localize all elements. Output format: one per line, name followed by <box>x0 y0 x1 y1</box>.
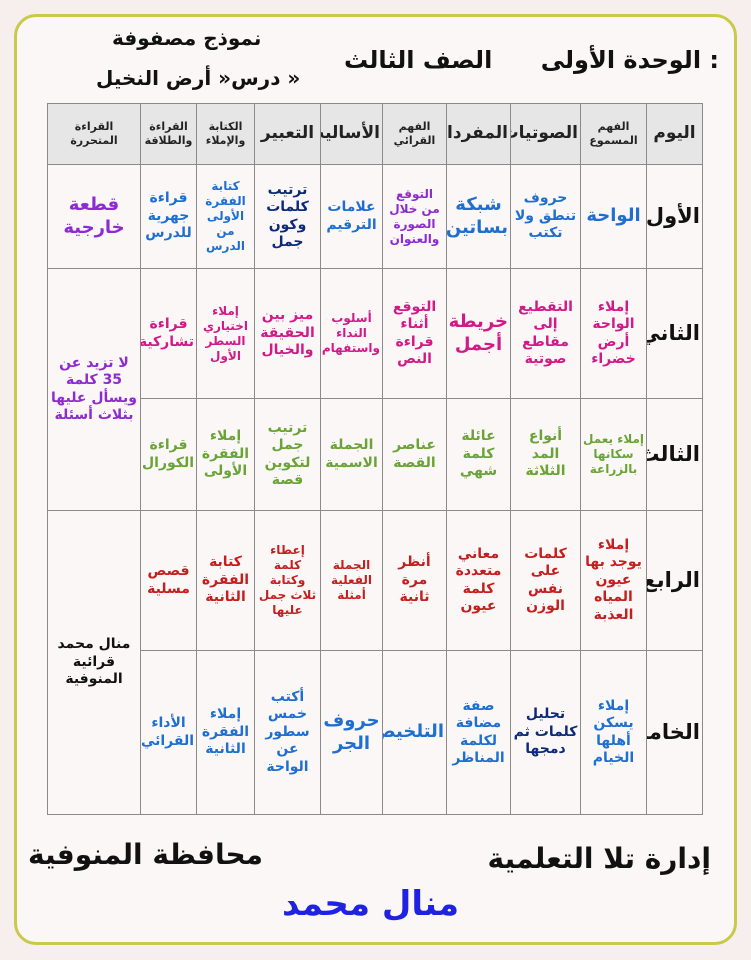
table-cell: أنواع المد الثلاثة <box>510 398 581 511</box>
table-cell: الواحة <box>580 164 647 269</box>
column-header-fluency: القراءة والطلاقة <box>140 103 197 165</box>
table-cell: ترتيب كلمات وكون جمل <box>254 164 321 269</box>
table-cell: أسلوب النداء واستفهام <box>320 268 383 399</box>
table-cell: الجملة الاسمية <box>320 398 383 511</box>
table-cell: التوقع أثناء قراءة النص <box>382 268 447 399</box>
table-cell: حروف الجر <box>320 650 383 815</box>
table-cell: عائلة كلمة شهي <box>446 398 511 511</box>
table-cell: كتابة الفقرة الثانية <box>196 510 255 651</box>
column-header-expression: التعبير <box>254 103 321 165</box>
column-header-vocabulary: المفردات <box>446 103 511 165</box>
watermark-cell: منال محمد قرائية المنوفية <box>47 510 141 815</box>
column-header-writing: الكتابة والإملاء <box>196 103 255 165</box>
table-cell: عناصر القصة <box>382 398 447 511</box>
table-row: الثالث إملاء يعمل سكانها بالزراعة أنواع … <box>48 398 703 511</box>
table-cell: شبكة بساتين <box>446 164 511 269</box>
column-header-free-reading: القراءة المتحررة <box>47 103 141 165</box>
table-row: الثاني إملاء الواحة أرض خضراء التقطيع إل… <box>47 268 703 511</box>
table-cell: التقطيع إلى مقاطع صوتية <box>510 268 581 399</box>
table-row: الأول الواحة حروف تنطق ولا تكتب شبكة بسا… <box>47 164 703 269</box>
table-cell: قراءة جهرية للدرس <box>140 164 197 269</box>
table-cell: ترتيب جمل لتكوين قصة <box>254 398 321 511</box>
day-cell: الثاني <box>646 268 703 399</box>
table-cell: إملاء يعمل سكانها بالزراعة <box>580 398 647 511</box>
table-cell: ميز بين الحقيقة والخيال <box>254 268 321 399</box>
table-cell: قصص مسلية <box>140 510 197 651</box>
table-cell: معاني متعددة كلمة عيون <box>446 510 511 651</box>
table-cell: تحليل كلمات ثم دمجها <box>510 650 581 815</box>
day-cell: الخامس <box>646 650 703 815</box>
table-cell: إملاء الفقرة الثانية <box>196 650 255 815</box>
table-cell: كلمات على نفس الوزن <box>510 510 581 651</box>
table-header-row: اليوم الفهم المسموع الصوتيات المفردات ال… <box>47 103 703 165</box>
governorate-name: محافظة المنوفية <box>28 838 263 871</box>
table-cell: قراءة الكورال <box>140 398 197 511</box>
day-cell: الثالث <box>646 398 703 511</box>
administration-name: إدارة تلا التعلمية <box>487 842 711 875</box>
unit-title: الوحدة الأولى : <box>540 46 719 74</box>
table-cell: كتابة الفقرة الأولى من الدرس <box>196 164 255 269</box>
table-cell: قطعة خارجية <box>47 164 141 269</box>
column-header-styles: الأساليب <box>320 103 383 165</box>
table-cell: إملاء يوجد بها عيون المياه العذبة <box>580 510 647 651</box>
day-cell: الرابع <box>646 510 703 651</box>
column-header-phonics: الصوتيات <box>510 103 581 165</box>
column-header-listening: الفهم المسموع <box>580 103 647 165</box>
model-title: نموذج مصفوفة <box>112 26 262 50</box>
table-cell: خريطة أجمل <box>446 268 511 399</box>
lesson-title: درس« أرض النخيل » <box>96 66 301 90</box>
table-cell: إملاء الواحة أرض خضراء <box>580 268 647 399</box>
table-cell: إملاء اختياري السطر الأول <box>196 268 255 399</box>
table-cell: حروف تنطق ولا تكتب <box>510 164 581 269</box>
table-row: الرابع إملاء يوجد بها عيون المياه العذبة… <box>47 510 703 815</box>
table-cell: لا تزيد عن 35 كلمة ويسأل عليها بثلاث أسئ… <box>47 268 141 511</box>
column-header-day: اليوم <box>646 103 703 165</box>
table-cell: أكتب خمس سطور عن الواحة <box>254 650 321 815</box>
table-cell: التلخيص <box>382 650 447 815</box>
lesson-matrix-table: اليوم الفهم المسموع الصوتيات المفردات ال… <box>47 103 703 815</box>
table-cell: صفة مضافة لكلمة المناظر <box>446 650 511 815</box>
table-cell: التوقع من خلال الصورة والعنوان <box>382 164 447 269</box>
table-cell: إملاء يسكن أهلها الخيام <box>580 650 647 815</box>
table-cell: الجملة الفعلية أمثلة <box>320 510 383 651</box>
author-name: منال محمد <box>282 884 460 924</box>
grade-title: الصف الثالث <box>344 46 493 74</box>
table-cell: إعطاء كلمة وكتابة ثلاث جمل عليها <box>254 510 321 651</box>
table-cell: علامات الترقيم <box>320 164 383 269</box>
table-cell: قراءة تشاركية <box>140 268 197 399</box>
table-cell: الأداء القرائي <box>140 650 197 815</box>
column-header-reading-comprehension: الفهم القرائي <box>382 103 447 165</box>
day-cell: الأول <box>646 164 703 269</box>
table-cell: أنظر مرة ثانية <box>382 510 447 651</box>
table-row: الخامس إملاء يسكن أهلها الخيام تحليل كلم… <box>48 650 703 815</box>
table-cell: إملاء الفقرة الأولى <box>196 398 255 511</box>
